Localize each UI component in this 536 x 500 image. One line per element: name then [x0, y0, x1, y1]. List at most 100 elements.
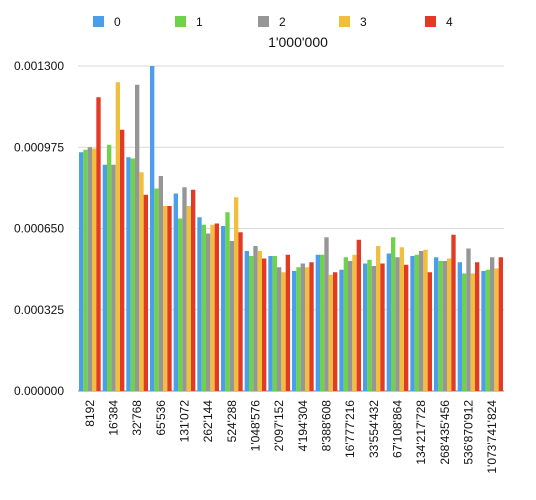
bar-3-1'073'741'824 — [494, 268, 499, 391]
bar-2-268'435'456 — [442, 261, 447, 391]
bar-1-16'384 — [107, 144, 112, 391]
bar-2-32'768 — [135, 84, 140, 391]
legend-swatch-2 — [258, 16, 269, 27]
bar-2-16'384 — [111, 164, 116, 391]
bar-0-268'435'456 — [434, 257, 439, 391]
bar-4-262'144 — [214, 223, 219, 391]
bar-1-262'144 — [201, 224, 206, 391]
bar-4-134'217'728 — [427, 272, 432, 391]
y-tick-label: 0.000650 — [14, 222, 64, 236]
bar-2-131'072 — [182, 187, 187, 391]
x-tick-label: 131'072 — [178, 400, 192, 443]
x-tick-label: 2'097'152 — [272, 400, 286, 452]
bar-2-8'388'608 — [324, 237, 329, 391]
bar-4-32'768 — [143, 194, 148, 391]
bar-3-16'384 — [115, 82, 120, 391]
x-tick-label: 32'768 — [130, 400, 144, 436]
x-tick-label: 4'194'304 — [296, 400, 310, 452]
y-tick-label: 0.001300 — [14, 59, 64, 73]
legend-swatch-0 — [93, 16, 104, 27]
x-tick-label: 268'435'456 — [438, 400, 452, 465]
bar-0-262'144 — [197, 217, 202, 391]
bar-2-536'870'912 — [466, 248, 471, 391]
bar-2-4'194'304 — [300, 263, 305, 391]
bar-4-268'435'456 — [451, 234, 456, 391]
bar-3-33'554'432 — [376, 246, 381, 391]
bar-0-16'384 — [102, 164, 107, 391]
y-tick-label: 0.000000 — [14, 384, 64, 398]
bar-1-268'435'456 — [438, 261, 443, 391]
y-tick-label: 0.000325 — [14, 303, 64, 317]
bar-1-16'777'216 — [343, 257, 348, 391]
bar-2-1'048'576 — [253, 246, 258, 391]
bar-4-67'108'864 — [404, 264, 409, 391]
bar-4-16'777'216 — [356, 239, 361, 391]
bar-3-131'072 — [186, 206, 191, 391]
x-tick-label: 8'388'608 — [320, 400, 334, 452]
bar-3-524'288 — [234, 197, 239, 391]
bar-2-33'554'432 — [371, 266, 376, 391]
bar-3-268'435'456 — [447, 258, 452, 391]
x-tick-label: 1'073'741'824 — [485, 400, 499, 474]
bar-3-32'768 — [139, 172, 144, 391]
legend-label-2: 2 — [279, 15, 286, 29]
bar-4-1'073'741'824 — [498, 257, 503, 391]
x-tick-label: 65'536 — [154, 400, 168, 436]
x-axis: 8192 16'384 32'768 65'536 131'072 262'144 524'… — [83, 400, 499, 474]
bar-1-134'217'728 — [414, 254, 419, 391]
bar-2-2'097'152 — [277, 267, 282, 391]
legend-label-3: 3 — [360, 15, 367, 29]
bar-1-1'048'576 — [249, 256, 254, 391]
bar-1-33'554'432 — [367, 259, 372, 391]
bar-4-8192 — [96, 97, 101, 391]
bar-0-1'073'741'824 — [481, 271, 486, 391]
x-tick-label: 134'217'728 — [414, 400, 428, 465]
bar-1-2'097'152 — [272, 256, 277, 391]
bar-0-8192 — [79, 152, 84, 391]
bar-3-262'144 — [210, 224, 215, 391]
x-tick-label: 16'384 — [107, 400, 121, 436]
legend-label-0: 0 — [114, 15, 121, 29]
x-tick-label: 524'288 — [225, 400, 239, 443]
bar-0-32'768 — [126, 157, 131, 391]
bar-0-1'048'576 — [244, 251, 249, 391]
bar-0-134'217'728 — [410, 256, 415, 391]
legend-label-4: 4 — [446, 15, 453, 29]
bar-0-8'388'608 — [315, 254, 320, 391]
x-tick-label: 8192 — [83, 400, 97, 427]
x-tick-label: 262'144 — [201, 400, 215, 443]
bar-4-8'388'608 — [333, 272, 338, 391]
legend-label-1: 1 — [196, 15, 203, 29]
bar-0-67'108'864 — [386, 253, 391, 391]
bar-0-33'554'432 — [363, 263, 368, 391]
bars — [79, 66, 503, 391]
bar-1-131'072 — [178, 218, 183, 391]
bar-3-8192 — [92, 148, 97, 391]
x-tick-label: 1'048'576 — [249, 400, 263, 452]
bar-4-131'072 — [191, 189, 196, 391]
bar-3-134'217'728 — [423, 249, 428, 391]
bar-2-8192 — [87, 147, 92, 391]
bar-3-1'048'576 — [257, 251, 262, 391]
bar-4-2'097'152 — [285, 254, 290, 391]
bar-0-536'870'912 — [457, 262, 462, 391]
x-tick-label: 67'108'864 — [391, 400, 405, 458]
bar-1-65'536 — [154, 188, 159, 391]
y-tick-label: 0.000975 — [14, 140, 64, 154]
x-tick-label: 536'870'912 — [462, 400, 476, 465]
bar-0-131'072 — [173, 193, 178, 391]
x-tick-label: 33'554'432 — [367, 400, 381, 458]
bar-4-536'870'912 — [475, 262, 480, 391]
bar-4-65'536 — [167, 206, 172, 391]
gridlines — [78, 65, 504, 392]
legend-swatch-1 — [175, 16, 186, 27]
bar-1-32'768 — [130, 158, 135, 391]
bar-2-134'217'728 — [419, 251, 424, 391]
bar-1-536'870'912 — [462, 273, 467, 391]
bar-4-1'048'576 — [262, 258, 267, 391]
bar-1-4'194'304 — [296, 267, 301, 391]
bar-3-536'870'912 — [470, 273, 475, 391]
bar-2-1'073'741'824 — [490, 257, 495, 391]
